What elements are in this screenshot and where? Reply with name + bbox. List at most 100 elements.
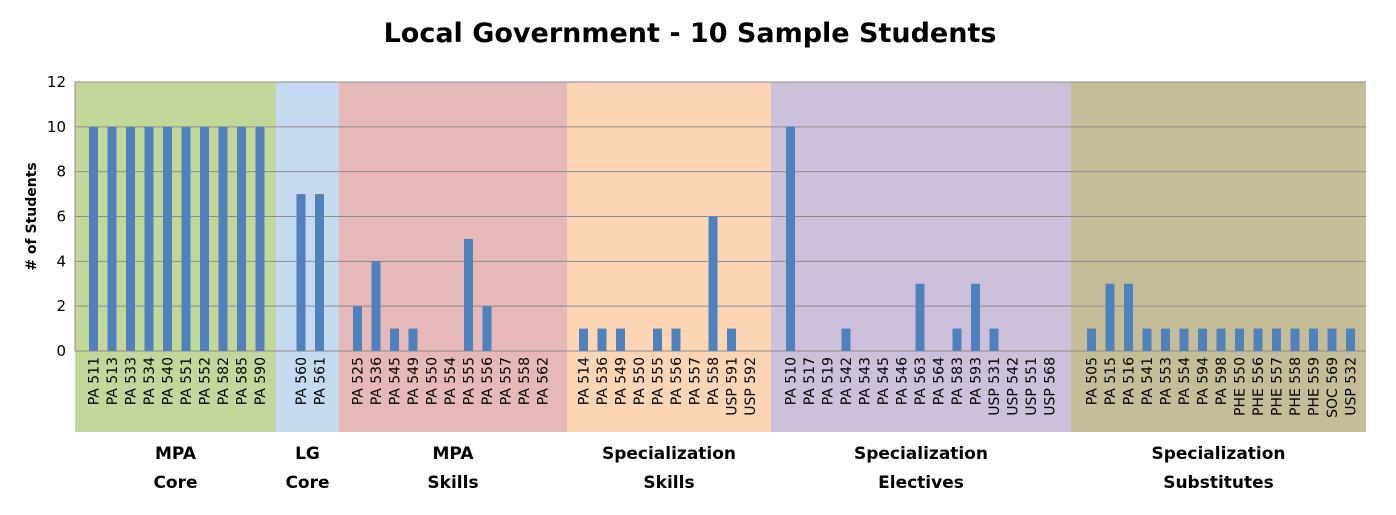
category-label: PA 552 (198, 357, 214, 405)
category-label: PA 510 (784, 357, 800, 405)
category-label: SOC 569 (1325, 357, 1341, 418)
y-tick-label: 2 (56, 297, 66, 315)
category-label: PA 560 (294, 357, 310, 405)
bar (841, 328, 851, 351)
category-label: USP 532 (1344, 357, 1360, 416)
bar (971, 283, 980, 351)
bar (1327, 328, 1337, 351)
category-label: PHE 557 (1270, 357, 1286, 416)
category-label: USP 551 (1024, 357, 1040, 416)
category-label: PA 536 (595, 357, 611, 405)
category-label: PA 593 (969, 357, 985, 405)
chart-title: Local Government - 10 Sample Students (383, 18, 997, 49)
category-label: PA 511 (87, 357, 103, 405)
category-label: PA 558 (706, 357, 722, 405)
bar (464, 238, 473, 351)
group-label: Skills (427, 473, 478, 493)
group-label: Substitutes (1163, 473, 1274, 493)
category-label: PA 545 (388, 357, 404, 405)
bar (296, 194, 306, 351)
group-background (1071, 82, 1366, 432)
category-label: PA 540 (161, 357, 177, 405)
bar (579, 328, 588, 351)
bar (1253, 328, 1263, 351)
y-tick-label: 8 (56, 163, 66, 181)
category-label: PA 534 (142, 357, 158, 405)
bar (1198, 328, 1207, 351)
bar (1290, 328, 1300, 351)
category-label: PA 554 (1177, 357, 1193, 405)
bar (200, 126, 209, 351)
category-label: PA 561 (313, 357, 329, 405)
category-label: PA 550 (632, 357, 648, 405)
category-label: PA 585 (235, 357, 251, 405)
group-background (276, 82, 339, 432)
y-tick-label: 12 (47, 73, 66, 91)
category-label: PA 542 (839, 357, 855, 405)
category-label: PA 513 (105, 357, 121, 405)
group-label: MPA (155, 444, 197, 464)
group-label: Core (285, 473, 329, 493)
group-label: Specialization (1151, 444, 1285, 464)
category-label: PA 590 (253, 357, 269, 405)
category-label: PHE 559 (1307, 357, 1323, 416)
group-label: Core (153, 473, 197, 493)
category-label: PA 555 (651, 357, 667, 405)
bar (181, 126, 191, 351)
group-label: Electives (878, 473, 964, 493)
bar (237, 126, 246, 351)
category-label: PA 517 (802, 357, 818, 405)
bar (1235, 328, 1244, 351)
group-background (771, 82, 1071, 432)
bar (1179, 328, 1189, 351)
bar (1309, 328, 1318, 351)
category-label: PHE 556 (1251, 357, 1267, 416)
category-label: PA 557 (499, 357, 515, 405)
category-label: USP 531 (987, 357, 1003, 416)
category-label: PA 598 (1214, 357, 1230, 405)
bar (1142, 328, 1152, 351)
y-tick-label: 10 (47, 118, 66, 136)
bar (89, 126, 98, 351)
category-label: PA 514 (577, 357, 593, 405)
category-label: PA 564 (932, 357, 948, 405)
bar (597, 328, 607, 351)
group-label: Skills (643, 473, 694, 493)
category-label: PA 556 (669, 357, 685, 405)
category-label: PA 516 (1122, 357, 1138, 405)
bar (482, 306, 492, 351)
group-label: MPA (433, 444, 475, 464)
category-label: PHE 558 (1288, 357, 1304, 416)
bar (218, 126, 228, 351)
bar (989, 328, 999, 351)
group-background (339, 82, 567, 432)
category-label: USP 592 (743, 357, 759, 416)
category-label: PA 533 (124, 357, 140, 405)
category-label: PA 550 (425, 357, 441, 405)
category-label: PA 557 (688, 357, 704, 405)
bar (390, 328, 399, 351)
category-label: PA 549 (614, 357, 630, 405)
category-label: PA 505 (1085, 357, 1101, 405)
category-label: PA 583 (950, 357, 966, 405)
bar (107, 126, 117, 351)
category-label: PA 553 (1159, 357, 1175, 405)
category-label: PA 543 (858, 357, 874, 405)
category-label: PA 551 (179, 357, 195, 405)
category-label: PA 549 (406, 357, 422, 405)
category-label: PA 525 (351, 357, 367, 405)
bar (408, 328, 418, 351)
bar (144, 126, 154, 351)
bar (786, 126, 795, 351)
group-label: LG (295, 444, 320, 464)
bar (1124, 283, 1133, 351)
group-background (567, 82, 771, 432)
category-label: PA 515 (1103, 357, 1119, 405)
category-label: PA 556 (480, 357, 496, 405)
bar (708, 216, 718, 351)
bar (653, 328, 662, 351)
bar (163, 126, 172, 351)
category-label: PA 555 (462, 357, 478, 405)
bar (371, 261, 381, 351)
